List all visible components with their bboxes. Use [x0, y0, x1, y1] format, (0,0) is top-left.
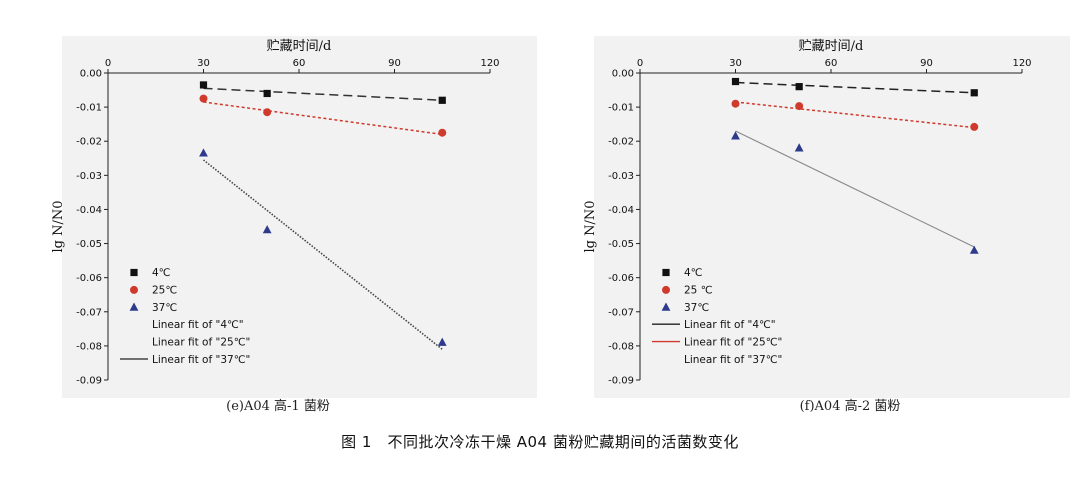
panele-x-tick-label: 30 — [197, 58, 210, 69]
panelf-x-tick-label: 60 — [825, 58, 838, 69]
panelf-legend-marker-1 — [662, 285, 670, 294]
panele-point-s1 — [199, 94, 208, 103]
panelf-point-s1 — [731, 99, 740, 108]
panele-legend-fit-label-2: Linear fit of "37℃" — [152, 354, 250, 366]
panelf-fit-line-1 — [735, 101, 975, 129]
panel-f-chart: 0 30 60 90 120 0.00 -0.01 -0.02 -0.03 -0.04 -0.05 -… — [583, 36, 1070, 414]
panelf-x-tick-label: 30 — [729, 58, 742, 69]
panele-legend-marker-1 — [130, 285, 138, 294]
panele-point-s1 — [438, 128, 447, 137]
panelf-point-s2 — [794, 143, 804, 152]
panele-y-axis-title: lg N/N0 — [51, 200, 66, 252]
panelf-x-axis-title: 贮藏时间/d — [799, 39, 864, 54]
panele-x-tick-label: 60 — [293, 58, 306, 69]
panele-y-tick-label: -0.09 — [76, 376, 102, 387]
panelf-legend-label-2: 37℃ — [684, 302, 709, 314]
panelf-legend-fit-label-2: Linear fit of "37℃" — [684, 354, 782, 366]
panelf-legend-marker-2 — [661, 302, 671, 311]
panele-x-tick-label: 0 — [105, 58, 111, 69]
panele-x-tick-label: 90 — [388, 58, 401, 69]
panelf-legend-fit-label-0: Linear fit of "4℃" — [684, 319, 776, 331]
panelf-point-s1 — [795, 102, 804, 111]
panele-legend-fit-label-1: Linear fit of "25℃" — [152, 337, 250, 349]
panele-fit-line-0 — [203, 87, 443, 102]
panelf-point-s0 — [731, 77, 740, 86]
panelf-y-tick-label: -0.07 — [608, 307, 634, 318]
panele-point-s1 — [263, 108, 272, 117]
panele-background — [62, 36, 537, 398]
panele-y-tick-label: -0.02 — [76, 137, 102, 148]
panelf-y-tick-label: -0.05 — [608, 239, 634, 250]
panelf-fit-line-0 — [735, 81, 975, 94]
panelf-y-tick-label: 0.00 — [612, 69, 634, 80]
panele-point-s2 — [437, 337, 447, 346]
panele-point-s2 — [262, 225, 272, 234]
panelf-legend-label-0: 4℃ — [684, 267, 702, 279]
panelf-point-s1 — [970, 122, 979, 131]
panele-y-tick-label: -0.06 — [76, 273, 102, 284]
panele-legend-marker-2 — [129, 302, 139, 311]
panelf-y-tick-label: -0.02 — [608, 137, 634, 148]
panele-y-tick-label: 0.00 — [80, 69, 102, 80]
figure-caption: 图 1 不同批次冷冻干燥 A04 菌粉贮藏期间的活菌数变化 — [341, 433, 739, 451]
panele-point-s0 — [438, 96, 446, 104]
panele-y-tick-label: -0.03 — [76, 171, 102, 182]
panele-legend-label-0: 4℃ — [152, 267, 170, 279]
panele-legend-label-1: 25℃ — [152, 284, 177, 296]
panele-x-tick-label: 120 — [480, 58, 499, 69]
panele-y-tick-label: -0.08 — [76, 341, 102, 352]
panelf-x-tick-label: 120 — [1012, 58, 1031, 69]
panelf-point-s0 — [795, 83, 803, 91]
panele-y-tick-label: -0.01 — [76, 103, 102, 114]
panele-legend-marker-0 — [130, 268, 138, 277]
panelf-y-tick-label: -0.01 — [608, 103, 634, 114]
panele-point-s0 — [263, 89, 271, 98]
panelf-y-tick-label: -0.09 — [608, 376, 634, 387]
panelf-y-tick-label: -0.04 — [608, 205, 634, 216]
panele-fit-line-1 — [203, 101, 443, 136]
panele-y-tick-label: -0.05 — [76, 239, 102, 250]
panele-x-axis-title: 贮藏时间/d — [267, 39, 332, 54]
panelf-point-s2 — [969, 245, 979, 254]
panele-caption: (e)A04 高-1 菌粉 — [226, 398, 330, 414]
panele-y-tick-label: -0.07 — [76, 307, 102, 318]
panele-point-s2 — [199, 148, 208, 157]
panelf-caption: (f)A04 高-2 菌粉 — [800, 398, 901, 414]
panelf-x-tick-label: 90 — [920, 58, 933, 69]
panelf-y-tick-label: -0.08 — [608, 341, 634, 352]
panelf-legend-marker-0 — [662, 268, 670, 277]
panelf-x-tick-label: 0 — [637, 58, 643, 69]
panelf-background — [594, 36, 1070, 398]
panel-e-chart: 0 30 60 90 120 0.00 -0.01 -0.02 -0.03 -0.04 -0.05 -… — [51, 36, 537, 414]
panele-legend-label-2: 37℃ — [152, 302, 177, 314]
panele-y-tick-label: -0.04 — [76, 205, 102, 216]
panelf-legend-fit-label-1: Linear fit of "25℃" — [684, 337, 782, 349]
panelf-fit-line-2 — [735, 130, 975, 248]
panelf-legend-label-1: 25 ℃ — [684, 284, 713, 296]
panelf-point-s0 — [970, 89, 978, 97]
panelf-y-tick-label: -0.03 — [608, 171, 634, 182]
panelf-point-s2 — [731, 131, 740, 140]
panele-point-s0 — [199, 81, 208, 89]
panelf-y-tick-label: -0.06 — [608, 273, 634, 284]
panele-legend-fit-label-0: Linear fit of "4℃" — [152, 319, 244, 331]
panelf-y-axis-title: lg N/N0 — [583, 200, 598, 252]
